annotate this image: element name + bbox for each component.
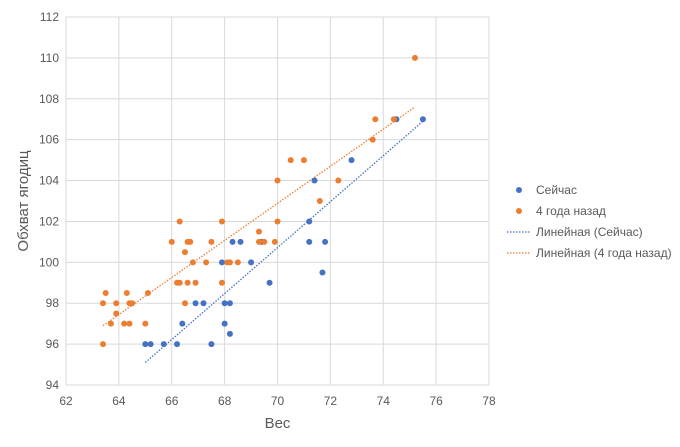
data-point — [306, 218, 313, 225]
y-tick-label: 110 — [40, 51, 59, 65]
data-point — [168, 238, 175, 245]
y-axis-label: Обхват ягодиц — [15, 150, 32, 252]
trendline — [144, 120, 424, 364]
x-tick-label: 74 — [377, 394, 391, 408]
data-point — [266, 279, 273, 286]
data-point — [300, 157, 307, 164]
data-point — [121, 320, 128, 327]
legend-label: Линейная (Сейчас) — [536, 225, 643, 239]
data-point — [203, 259, 210, 266]
data-point — [226, 330, 233, 337]
data-point — [142, 341, 149, 348]
data-point — [192, 279, 199, 286]
x-tick-label: 66 — [165, 394, 179, 408]
data-point — [129, 300, 136, 307]
data-point — [200, 300, 207, 307]
y-tick-label: 98 — [46, 296, 60, 310]
data-point — [123, 290, 130, 296]
data-point — [226, 300, 233, 307]
y-tick-label: 100 — [39, 255, 59, 269]
data-point — [142, 320, 149, 327]
data-point — [221, 300, 228, 307]
data-point — [411, 54, 418, 61]
data-point — [229, 238, 236, 245]
x-tick-label: 68 — [218, 394, 232, 408]
x-tick-label: 64 — [112, 394, 126, 408]
data-point — [100, 300, 107, 307]
data-point — [187, 238, 194, 245]
data-point — [160, 341, 167, 348]
x-tick-label: 70 — [271, 394, 285, 408]
legend-marker — [516, 208, 522, 214]
data-point — [335, 177, 342, 184]
data-point — [174, 341, 181, 348]
data-point — [319, 269, 326, 276]
data-point — [322, 238, 329, 245]
data-point — [218, 259, 225, 266]
data-point — [419, 116, 426, 123]
x-tick-label: 62 — [59, 394, 73, 408]
data-point — [176, 218, 183, 225]
y-tick-label: 104 — [39, 174, 59, 188]
data-point — [274, 177, 281, 184]
data-point — [184, 279, 191, 286]
legend-marker — [516, 187, 522, 193]
data-point — [107, 320, 114, 327]
data-point — [218, 218, 225, 225]
data-point — [147, 341, 154, 348]
legend-label: Сейчас — [536, 183, 577, 197]
data-point — [255, 238, 262, 245]
data-point — [176, 279, 183, 286]
data-point — [221, 320, 228, 327]
y-tick-label: 106 — [39, 133, 59, 147]
data-point — [100, 341, 107, 348]
data-point — [248, 259, 255, 266]
data-point — [311, 177, 318, 184]
data-point — [189, 259, 196, 266]
data-point — [126, 320, 133, 327]
legend-label: Линейная (4 года назад) — [536, 246, 672, 260]
x-axis-label: Вес — [265, 415, 291, 432]
data-point — [226, 259, 233, 266]
data-point — [144, 290, 151, 296]
data-point — [348, 157, 355, 164]
data-point — [306, 238, 313, 245]
x-tick-label: 78 — [482, 394, 496, 408]
data-point — [287, 157, 294, 164]
data-point — [369, 136, 376, 143]
data-point — [192, 300, 199, 307]
data-point — [255, 228, 262, 235]
data-point — [372, 116, 379, 123]
legend-label: 4 года назад — [536, 204, 606, 218]
data-point — [179, 320, 186, 327]
data-point — [208, 238, 215, 245]
data-point — [261, 238, 268, 245]
y-tick-label: 94 — [46, 378, 60, 392]
y-tick-label: 96 — [46, 337, 60, 351]
x-tick-label: 72 — [324, 394, 338, 408]
data-point — [271, 238, 278, 245]
data-point — [316, 198, 323, 204]
data-point — [234, 259, 241, 266]
data-point — [237, 238, 244, 245]
data-point — [102, 290, 109, 296]
y-tick-label: 112 — [40, 10, 59, 24]
trendline — [102, 106, 416, 327]
data-point — [218, 279, 225, 286]
data-point — [390, 116, 397, 123]
data-point — [181, 300, 188, 307]
y-tick-label: 102 — [39, 214, 59, 228]
y-tick-label: 108 — [39, 92, 59, 106]
x-tick-label: 76 — [429, 394, 443, 408]
data-point — [181, 249, 188, 256]
data-point — [113, 310, 120, 317]
data-point — [113, 300, 120, 307]
data-point — [274, 218, 281, 225]
data-point — [208, 341, 215, 348]
